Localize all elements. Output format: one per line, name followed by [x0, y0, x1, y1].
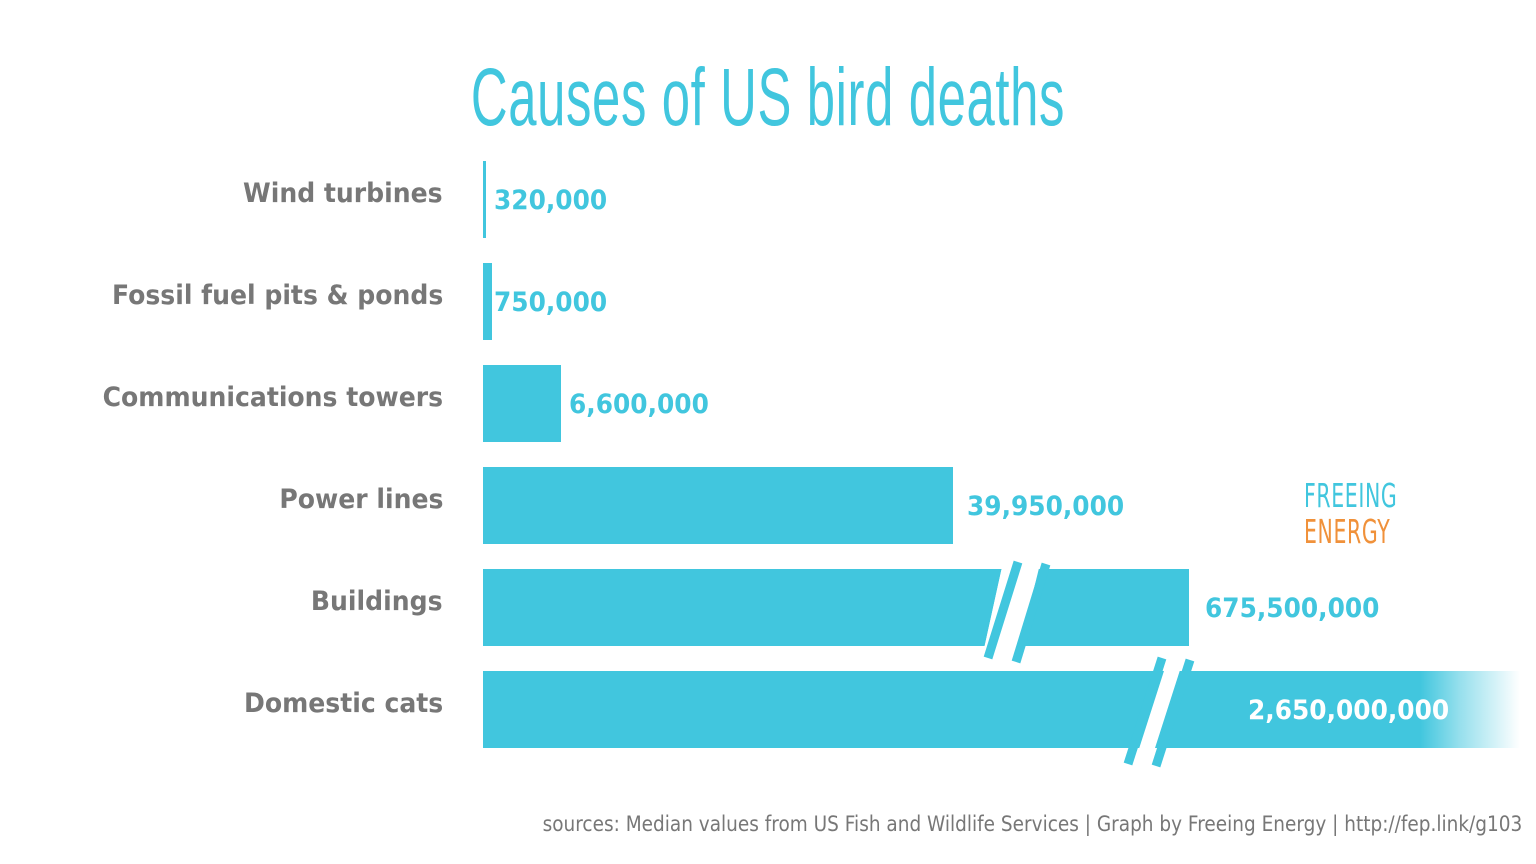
value-label: 675,500,000	[1205, 593, 1380, 624]
bar-fade	[1420, 671, 1520, 748]
category-label: Communications towers	[102, 382, 443, 413]
bar-communications-towers	[483, 365, 561, 442]
bar-domestic-cats	[483, 671, 1420, 748]
bar-wind-turbines	[483, 161, 486, 238]
logo-line-1: FREEING	[1304, 476, 1398, 515]
chart-title: Causes of US bird deaths	[470, 52, 1066, 143]
freeing-energy-logo: FREEING ENERGY	[1304, 478, 1464, 550]
value-label: 750,000	[494, 287, 608, 318]
category-label: Buildings	[311, 586, 443, 617]
bar-row-wind-turbines: Wind turbines 320,000	[0, 161, 1536, 239]
axis-break-icon	[1123, 655, 1195, 768]
bar-row-buildings: Buildings 675,500,000	[0, 569, 1536, 647]
bar-row-communications-towers: Communications towers 6,600,000	[0, 365, 1536, 443]
bar-power-lines	[483, 467, 953, 544]
axis-break-icon	[982, 558, 1051, 664]
value-label: 320,000	[494, 185, 608, 216]
bar-buildings	[483, 569, 1189, 646]
category-label: Domestic cats	[243, 688, 443, 719]
source-footer: sources: Median values from US Fish and …	[542, 812, 1522, 836]
category-label: Wind turbines	[243, 178, 443, 209]
bar-fossil-fuel	[483, 263, 492, 340]
value-label: 6,600,000	[569, 389, 709, 420]
value-label: 2,650,000,000	[1248, 695, 1450, 726]
bar-row-domestic-cats: Domestic cats 2,650,000,000	[0, 671, 1536, 749]
category-label: Power lines	[278, 484, 443, 515]
bar-row-fossil-fuel: Fossil fuel pits & ponds 750,000	[0, 263, 1536, 341]
bar-row-power-lines: Power lines 39,950,000	[0, 467, 1536, 545]
category-label: Fossil fuel pits & ponds	[111, 280, 443, 311]
value-label: 39,950,000	[967, 491, 1125, 522]
logo-line-2: ENERGY	[1304, 512, 1391, 551]
